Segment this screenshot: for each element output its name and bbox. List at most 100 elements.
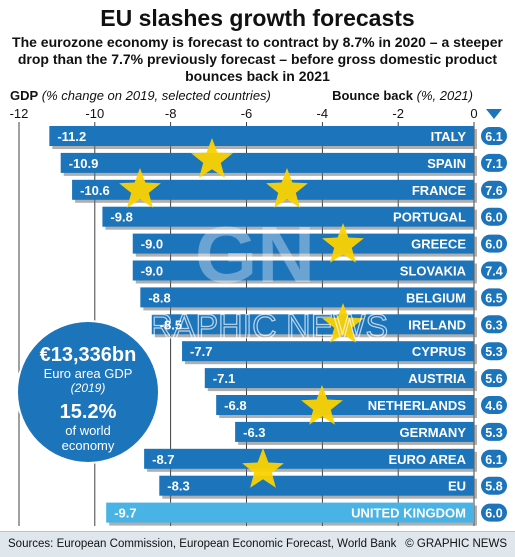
- bounce-back-value: 6.0: [485, 211, 502, 225]
- gdp-value-label: -10.6: [80, 183, 110, 198]
- bounce-back-pill: [481, 315, 507, 334]
- eu-star-icon: [322, 303, 364, 343]
- gdp-bar: [235, 421, 474, 442]
- gdp-bar: [182, 341, 474, 362]
- country-label: CYPRUS: [412, 344, 467, 359]
- country-label: AUSTRIA: [408, 371, 466, 386]
- watermark-text: GRAPHIC NEWS: [122, 308, 388, 346]
- country-label: PORTUGAL: [393, 210, 466, 225]
- gdp-bar: [60, 152, 474, 173]
- country-label: NETHERLANDS: [368, 398, 467, 413]
- gdp-axis-label-bold: GDP: [10, 88, 39, 103]
- bounce-back-pill: [481, 180, 507, 199]
- gdp-value-label: -8.3: [167, 479, 189, 494]
- gdp-bar: [49, 126, 474, 146]
- gdp-bar: [132, 260, 474, 281]
- country-label: ITALY: [431, 129, 467, 144]
- bounce-back-pill: [481, 422, 507, 441]
- gdp-value-label: -6.3: [243, 425, 265, 440]
- gdp-bar: [72, 179, 474, 200]
- gdp-bar: [151, 314, 475, 335]
- bounce-back-value: 5.3: [485, 426, 502, 440]
- country-label: EU: [448, 479, 466, 494]
- bounce-back-value: 6.3: [485, 318, 502, 332]
- callout-label: Euro area GDP: [43, 366, 133, 381]
- country-label: SLOVAKIA: [400, 264, 467, 279]
- x-tick-label: -2: [392, 106, 404, 121]
- bounce-back-value: 6.1: [485, 130, 502, 144]
- bounce-back-pill: [481, 288, 507, 307]
- bounce-back-value: 7.4: [485, 265, 502, 279]
- bounce-back-value: 5.8: [485, 480, 502, 494]
- gdp-value-label: -7.1: [213, 371, 235, 386]
- bounce-back-value: 6.1: [485, 453, 502, 467]
- gdp-value-label: -8.8: [148, 290, 170, 305]
- bounce-back-value: 6.0: [485, 507, 502, 521]
- gdp-value-label: -8.5: [160, 317, 182, 332]
- gdp-bar: [144, 448, 474, 469]
- bounce-back-value: 4.6: [485, 399, 502, 413]
- country-label: GREECE: [411, 237, 466, 252]
- gdp-value-label: -9.0: [141, 237, 163, 252]
- bounce-back-pill: [481, 369, 507, 388]
- bounce-back-marker-icon: [486, 109, 502, 119]
- country-label: IRELAND: [408, 317, 466, 332]
- eu-star-icon: [266, 168, 308, 208]
- eu-star-icon: [191, 138, 233, 178]
- gdp-axis-label-italic: (% change on 2019, selected countries): [41, 88, 271, 103]
- subtitle: The eurozone economy is forecast to cont…: [12, 34, 503, 84]
- watermark-logo: GN: [195, 210, 315, 299]
- source-note: Sources: European Commission, European E…: [8, 538, 397, 550]
- gdp-bar: [204, 368, 474, 389]
- gdp-value-label: -9.8: [110, 210, 132, 225]
- eu-star-icon: [322, 223, 364, 263]
- gdp-bar-chart: -12 -10 -8 -6 -4 -2 0 -11.2 ITALY 6.1 -10.9 SPAIN 7.…: [10, 106, 507, 526]
- bounce-back-value: 5.3: [485, 345, 502, 359]
- gdp-bar: [140, 287, 475, 308]
- x-tick-label: -4: [317, 106, 329, 121]
- country-label: FRANCE: [412, 183, 466, 198]
- country-label: SPAIN: [427, 156, 466, 171]
- bounce-back-axis-label: Bounce back (%, 2021): [332, 88, 473, 104]
- gdp-value-label: -8.7: [152, 452, 174, 467]
- credit-note: © GRAPHIC NEWS: [405, 538, 507, 550]
- bounce-back-pill: [481, 261, 507, 280]
- euro-gdp-callout: €13,336bn Euro area GDP (2019) 15.2% of …: [18, 322, 158, 462]
- callout-share: 15.2%: [59, 401, 117, 423]
- bounce-back-pill: [481, 153, 507, 172]
- bounce-back-pill: [481, 503, 507, 522]
- bounce-back-value: 7.1: [485, 157, 502, 171]
- callout-share-line2: economy: [61, 438, 115, 453]
- bounce-back-value: 6.5: [485, 291, 502, 305]
- bounce-back-pill: [481, 207, 507, 226]
- gdp-value-label: -7.7: [190, 344, 212, 359]
- callout-share-line1: of world: [65, 423, 111, 438]
- eu-star-icon: [242, 448, 284, 488]
- callout-year: (2019): [70, 381, 106, 395]
- gdp-value-label: -6.8: [224, 398, 246, 413]
- bounce-back-label-bold: Bounce back: [332, 88, 413, 103]
- bounce-back-label-italic: (%, 2021): [416, 88, 473, 103]
- eu-star-icon: [301, 385, 343, 425]
- country-label: GERMANY: [400, 425, 467, 440]
- eu-star-icon: [119, 168, 161, 208]
- country-label: EURO AREA: [388, 452, 466, 467]
- bounce-back-pill: [481, 234, 507, 253]
- callout-amount: €13,336bn: [39, 344, 137, 366]
- bounce-back-pill: [481, 342, 507, 361]
- bounce-back-value: 5.6: [485, 372, 502, 386]
- gdp-bar: [106, 502, 474, 523]
- x-tick-label: -8: [165, 106, 177, 121]
- country-label: UNITED KINGDOM: [351, 506, 466, 521]
- gdp-bar: [159, 475, 474, 496]
- x-tick-label: -6: [241, 106, 253, 121]
- bounce-back-pill: [481, 476, 507, 495]
- gdp-value-label: -9.0: [141, 264, 163, 279]
- x-tick-label: -12: [10, 106, 29, 121]
- gdp-bar: [132, 233, 474, 254]
- bounce-back-pill: [481, 449, 507, 468]
- page-title: EU slashes growth forecasts: [100, 5, 415, 31]
- bounce-back-pill: [481, 127, 507, 145]
- bounce-back-value: 6.0: [485, 238, 502, 252]
- country-label: BELGIUM: [406, 290, 466, 305]
